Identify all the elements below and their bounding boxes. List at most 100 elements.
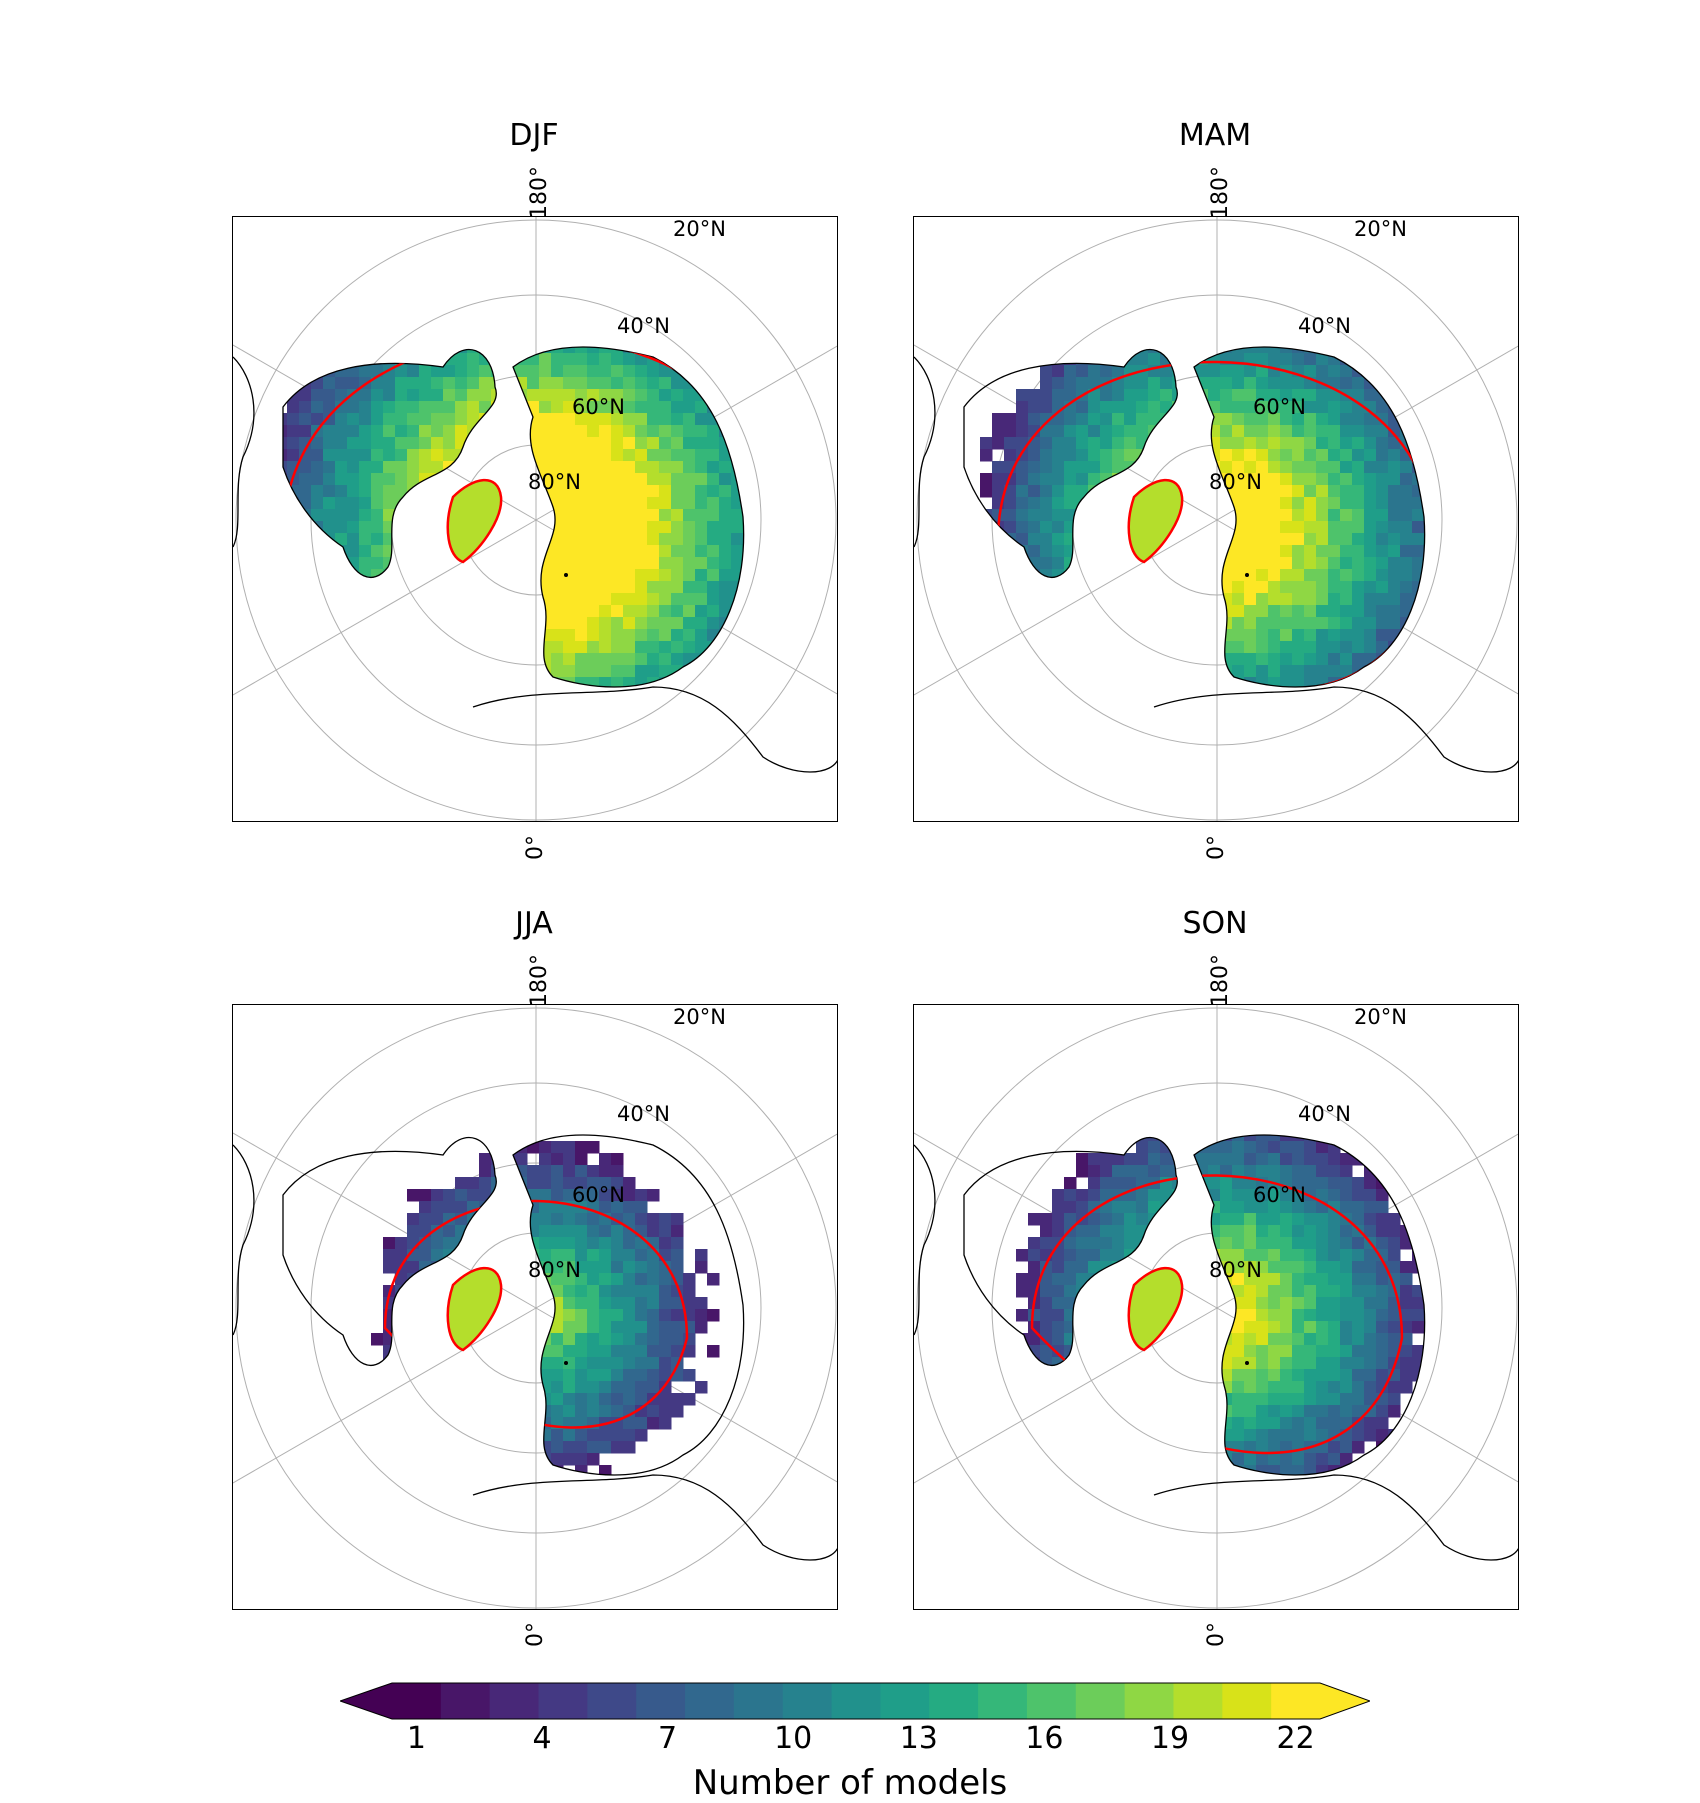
grid-cell xyxy=(1112,401,1125,414)
grid-cell xyxy=(455,1189,468,1202)
grid-cell xyxy=(1316,437,1329,450)
grid-cell xyxy=(1268,1441,1281,1454)
grid-cell xyxy=(455,1225,468,1238)
grid-cell xyxy=(659,581,672,594)
grid-cell xyxy=(419,317,432,330)
grid-cell xyxy=(491,713,504,726)
grid-cell xyxy=(407,1417,420,1430)
grid-cell xyxy=(419,533,432,546)
grid-cell xyxy=(467,1381,480,1394)
grid-cell xyxy=(659,461,672,474)
grid-cell xyxy=(467,677,480,687)
grid-cell xyxy=(1076,1405,1089,1418)
grid-cell xyxy=(1232,617,1245,630)
grid-cell xyxy=(659,1225,672,1238)
grid-cell xyxy=(1388,1249,1401,1262)
grid-cell xyxy=(1316,545,1329,558)
coastline-africa-europe xyxy=(1153,686,1518,773)
grid-cell xyxy=(1208,497,1221,510)
grid-cell xyxy=(395,1345,408,1358)
grid-cell xyxy=(419,1201,432,1214)
grid-cell xyxy=(1052,581,1065,594)
grid-cell xyxy=(647,557,660,570)
grid-cell xyxy=(1196,1321,1209,1334)
grid-cell xyxy=(1304,665,1317,678)
grid-cell xyxy=(1148,569,1161,582)
grid-cell xyxy=(575,569,588,582)
grid-cell xyxy=(683,533,696,546)
grid-cell xyxy=(659,1357,672,1370)
grid-cell xyxy=(1256,1309,1269,1322)
grid-cell xyxy=(587,713,600,726)
grid-cell xyxy=(479,347,492,354)
grid-cell xyxy=(1292,425,1305,438)
grid-cell xyxy=(515,365,528,378)
grid-cell xyxy=(1256,665,1269,678)
grid-cell xyxy=(263,497,276,510)
grid-cell xyxy=(1280,545,1293,558)
grid-cell xyxy=(659,1369,672,1382)
grid-cell xyxy=(659,665,672,678)
grid-cell xyxy=(1112,425,1125,438)
grid-cell xyxy=(1184,329,1197,342)
grid-cell xyxy=(491,581,504,594)
grid-cell xyxy=(431,593,444,606)
grid-cell xyxy=(1280,413,1293,426)
grid-cell xyxy=(1160,1165,1173,1178)
grid-cell xyxy=(419,689,432,702)
grid-cell xyxy=(347,593,360,606)
grid-cell xyxy=(575,629,588,642)
grid-cell xyxy=(1112,629,1125,642)
grid-cell xyxy=(1256,689,1269,702)
grid-cell xyxy=(1304,641,1317,654)
grid-cell xyxy=(611,509,624,522)
grid-cell xyxy=(1244,1153,1257,1166)
grid-cell xyxy=(539,437,552,450)
grid-cell xyxy=(335,677,348,687)
grid-cell xyxy=(767,497,780,510)
grid-cell xyxy=(515,485,528,498)
grid-cell xyxy=(743,653,744,666)
grid-cell xyxy=(1412,641,1425,654)
grid-cell xyxy=(467,1453,480,1466)
grid-cell xyxy=(635,1189,648,1202)
grid-cell xyxy=(623,713,636,726)
grid-cell xyxy=(299,449,312,462)
grid-cell xyxy=(1340,1153,1353,1166)
grid-cell xyxy=(755,425,768,438)
grid-cell xyxy=(1148,713,1161,726)
lat-label-20n-son: 20°N xyxy=(1354,1005,1407,1029)
grid-cell xyxy=(659,1249,672,1262)
grid-cell xyxy=(1316,1465,1329,1475)
grid-cell xyxy=(503,353,516,366)
grid-cell xyxy=(671,437,684,450)
grid-cell xyxy=(1316,605,1329,618)
grid-cell xyxy=(431,365,444,378)
grid-cell xyxy=(623,629,636,642)
grid-cell xyxy=(1292,1141,1305,1154)
grid-cell xyxy=(1064,485,1077,498)
grid-cell xyxy=(563,641,576,654)
lon-label-top-jja: 180° xyxy=(527,954,552,1007)
grid-cell xyxy=(683,581,696,594)
grid-cell xyxy=(575,1309,588,1322)
grid-cell xyxy=(1124,329,1137,342)
coastline-africa-europe xyxy=(472,686,837,773)
grid-cell xyxy=(1388,485,1401,498)
grid-cell xyxy=(1064,377,1077,390)
grid-cell xyxy=(1076,1453,1089,1466)
grid-cell xyxy=(1076,605,1089,618)
grid-cell xyxy=(1076,425,1089,438)
grid-cell xyxy=(1160,365,1173,378)
grid-cell xyxy=(1340,1453,1353,1466)
grid-cell xyxy=(1160,665,1173,678)
grid-cell xyxy=(575,1261,588,1274)
grid-cell xyxy=(1268,425,1281,438)
grid-cell xyxy=(383,1249,396,1262)
grid-cell xyxy=(1268,461,1281,474)
grid-cell xyxy=(419,713,432,726)
grid-cell xyxy=(323,425,336,438)
grid-cell xyxy=(755,617,768,630)
grid-cell xyxy=(1124,473,1137,486)
grid-cell xyxy=(431,641,444,654)
